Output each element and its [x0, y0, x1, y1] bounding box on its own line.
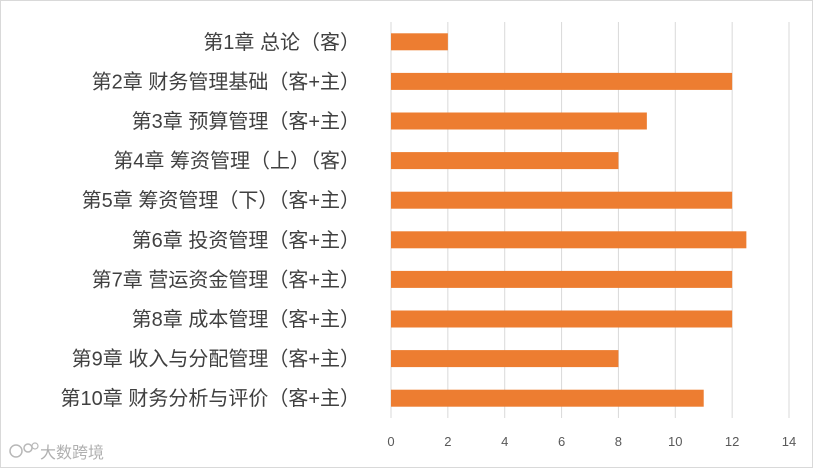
category-label: 第3章 预算管理（客+主）: [132, 110, 360, 133]
category-label: 第9章 收入与分配管理（客+主）: [72, 348, 360, 371]
bar: [391, 389, 704, 407]
x-tick-label: 10: [668, 434, 682, 449]
bar: [391, 191, 733, 209]
bar: [391, 72, 733, 90]
category-labels: 第1章 总论（客） 第2章 财务管理基础（客+主） 第3章 预算管理（客+主） 第4章…: [61, 31, 360, 410]
bar: [391, 152, 619, 170]
watermark: 大数跨境: [9, 442, 104, 462]
category-label: 第5章 筹资管理（下）（客+主）: [82, 189, 360, 212]
x-tick-label: 8: [615, 434, 622, 449]
watermark-text: 大数跨境: [40, 443, 104, 462]
category-label: 第7章 营运资金管理（客+主）: [92, 268, 360, 291]
bar: [391, 33, 448, 51]
watermark-logo-icon: [9, 442, 39, 458]
x-axis-ticks: 0 2 4 6 8 10 12 14: [387, 434, 796, 449]
x-tick-label: 12: [725, 434, 739, 449]
x-tick-label: 14: [782, 434, 796, 449]
bar: [391, 112, 647, 130]
bar: [391, 270, 733, 288]
category-label: 第2章 财务管理基础（客+主）: [92, 70, 360, 93]
x-tick-label: 2: [444, 434, 451, 449]
bar: [391, 310, 733, 328]
x-tick-label: 6: [558, 434, 565, 449]
bars: [391, 33, 747, 407]
bar: [391, 231, 747, 249]
bar: [391, 350, 619, 368]
category-label: 第8章 成本管理（客+主）: [132, 308, 360, 331]
category-label: 第10章 财务分析与评价（客+主）: [61, 387, 360, 410]
category-label: 第6章 投资管理（客+主）: [132, 229, 360, 252]
x-tick-label: 0: [387, 434, 394, 449]
category-label: 第4章 筹资管理（上）（客）: [113, 150, 360, 173]
category-label: 第1章 总论（客）: [203, 31, 360, 54]
x-tick-label: 4: [501, 434, 508, 449]
